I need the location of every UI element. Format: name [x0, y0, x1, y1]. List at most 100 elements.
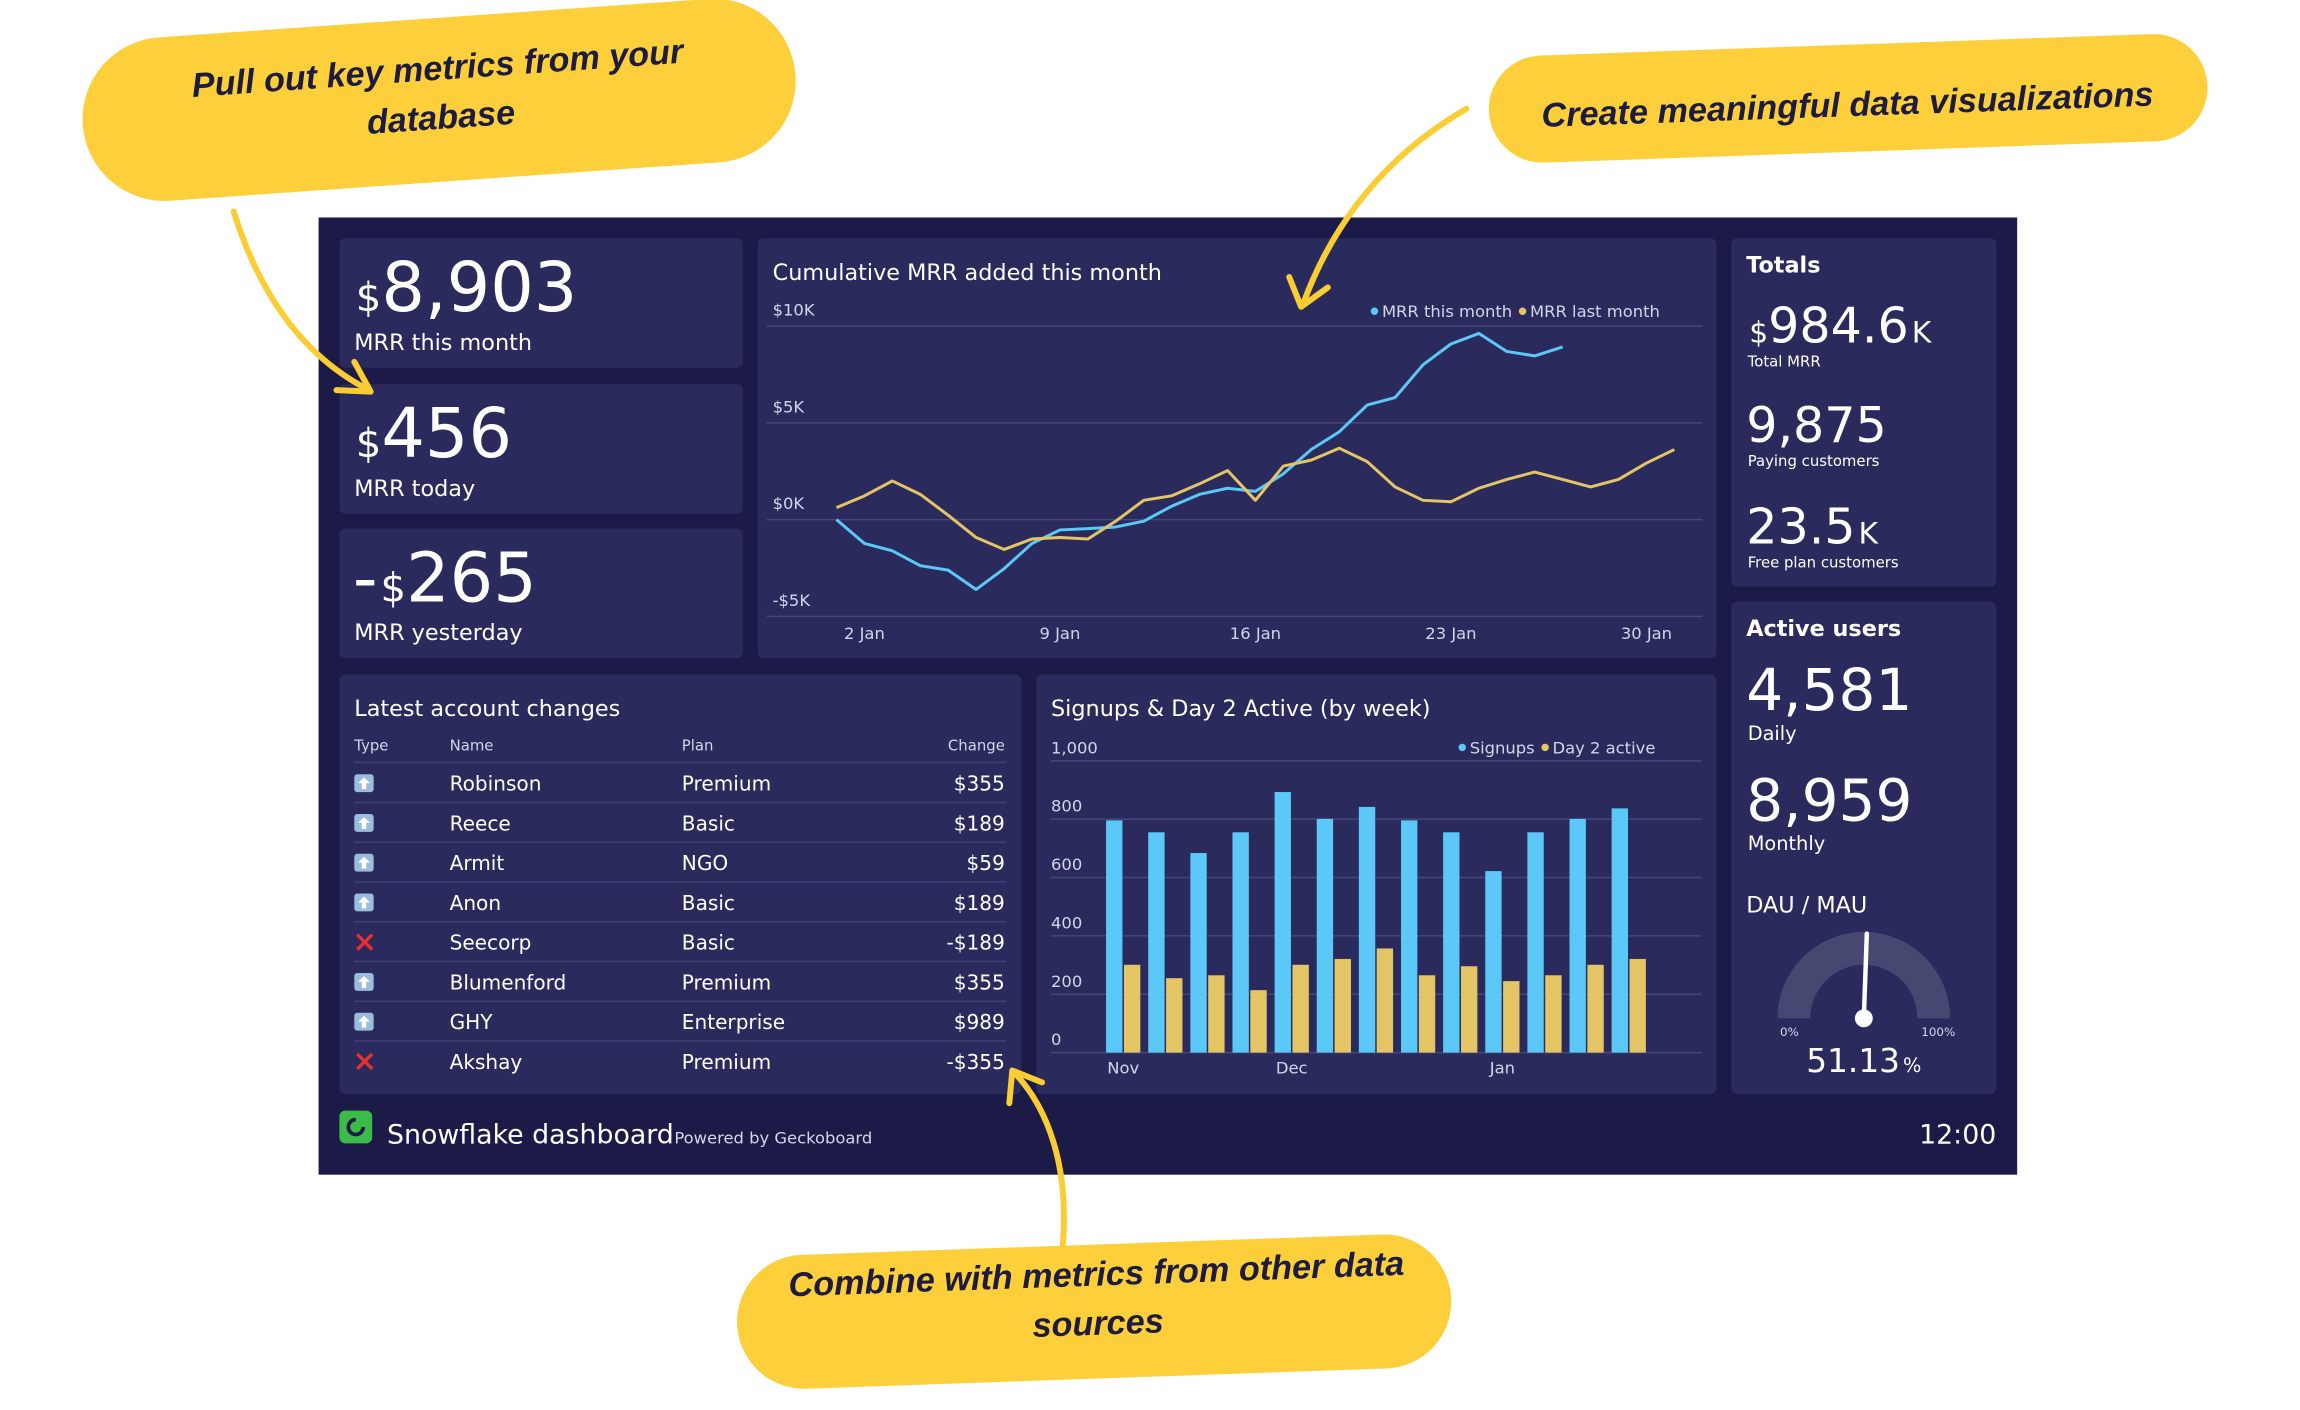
- gauge-title: DAU / MAU: [1746, 893, 1867, 919]
- y-tick-label: 0: [1051, 1030, 1061, 1049]
- cell-change: -$355: [947, 1050, 1005, 1074]
- value-number: 984.6: [1768, 297, 1909, 355]
- value-prefix: $: [356, 421, 382, 467]
- bar: [1190, 853, 1207, 1053]
- value-number: 8,959: [1746, 766, 1912, 834]
- bar: [1123, 964, 1141, 1053]
- cell-change: $59: [967, 851, 1005, 875]
- arrow: [230, 208, 373, 394]
- value-prefix: $: [356, 275, 382, 321]
- card-title: Totals: [1746, 253, 1820, 279]
- legend-swatch: [1458, 743, 1467, 752]
- cell-change: $989: [954, 1010, 1005, 1034]
- gauge-value-unit: %: [1903, 1054, 1921, 1077]
- metric-value: - $265: [353, 539, 537, 619]
- table-title: Latest account changes: [354, 696, 620, 722]
- bar: [1569, 818, 1586, 1053]
- clock: 12:00: [1919, 1119, 1996, 1150]
- value-number: 8,903: [381, 248, 577, 328]
- cell-change: $189: [954, 811, 1005, 835]
- arrow-head: [1286, 274, 1331, 310]
- cell-change: $189: [954, 891, 1005, 915]
- column-header: Change: [948, 736, 1005, 754]
- metric-card: [339, 238, 743, 368]
- bar: [1460, 966, 1478, 1053]
- callout-bubble: [82, 0, 796, 201]
- value-sign: -: [353, 539, 378, 619]
- bar: [1106, 820, 1123, 1053]
- powered-by: Powered by Geckoboard: [674, 1128, 872, 1147]
- x-tick-label: 23 Jan: [1425, 624, 1476, 643]
- metric-label: Free plan customers: [1748, 553, 1899, 571]
- bar: [1316, 818, 1334, 1053]
- metric-value: $456: [356, 394, 512, 474]
- card-title: Active users: [1746, 616, 1901, 642]
- y-tick-label: $5K: [773, 397, 806, 416]
- bar: [1376, 948, 1394, 1053]
- y-tick-label: 200: [1051, 972, 1082, 991]
- metric-label: MRR this month: [354, 330, 532, 356]
- value-suffix: K: [1859, 516, 1880, 551]
- metric-value: 8,959: [1746, 766, 1912, 834]
- bar: [1274, 792, 1291, 1053]
- column-header: Type: [353, 736, 388, 754]
- cell-plan: Basic: [682, 891, 735, 915]
- arrow: [1299, 105, 1470, 309]
- bar: [1232, 832, 1249, 1053]
- cell-plan: Premium: [682, 772, 771, 796]
- logo-icon: [339, 1110, 373, 1144]
- metric-card: [339, 528, 743, 659]
- metric-label: Total MRR: [1747, 352, 1821, 370]
- gauge-hub: [1854, 1009, 1873, 1028]
- cell-plan: Basic: [682, 931, 735, 955]
- dashboard-title: Snowflake dashboard: [387, 1119, 674, 1150]
- bar: [1292, 964, 1309, 1053]
- bar: [1400, 820, 1418, 1053]
- x-tick-label: Dec: [1276, 1058, 1308, 1077]
- type-icon-arrow: [358, 1015, 370, 1028]
- chart-title: Signups & Day 2 Active (by week): [1051, 696, 1431, 722]
- value-prefix: $: [1749, 316, 1768, 351]
- gauge-tick-label: 0%: [1780, 1025, 1799, 1039]
- y-tick-label: $10K: [773, 301, 816, 320]
- bar: [1485, 871, 1502, 1053]
- bar: [1208, 975, 1225, 1053]
- callout-bubble: [737, 1234, 1452, 1389]
- cell-name: Armit: [450, 851, 505, 875]
- value-number: 4,581: [1746, 656, 1912, 724]
- bar: [1545, 975, 1562, 1053]
- legend-label: Day 2 active: [1553, 738, 1656, 757]
- metric-label: MRR yesterday: [354, 620, 522, 646]
- bar: [1611, 808, 1629, 1053]
- metric-label: MRR today: [354, 476, 475, 502]
- y-tick-label: 800: [1051, 797, 1082, 816]
- cell-name: Robinson: [450, 772, 542, 796]
- bar: [1148, 832, 1165, 1053]
- type-icon-cancel: [356, 1052, 374, 1070]
- y-tick-label: 1,000: [1051, 738, 1098, 757]
- type-icon-arrow: [358, 896, 370, 909]
- callout-bubble: [1488, 34, 2208, 163]
- y-tick-label: 400: [1051, 913, 1082, 932]
- cell-name: Akshay: [450, 1050, 523, 1074]
- metric-value: 4,581: [1746, 656, 1912, 724]
- value-prefix: $: [381, 566, 407, 612]
- callout-text: sources: [1032, 1302, 1164, 1345]
- arrow-head: [1006, 1067, 1046, 1107]
- metric-label: Monthly: [1748, 832, 1825, 855]
- column-header: Plan: [682, 736, 714, 754]
- cell-name: Anon: [450, 891, 501, 915]
- bar: [1250, 990, 1267, 1053]
- type-icon-arrow: [358, 777, 370, 790]
- bar: [1503, 981, 1520, 1053]
- gauge-track: [1777, 932, 1951, 1019]
- x-tick-label: 16 Jan: [1230, 624, 1281, 643]
- value-number: 265: [406, 539, 537, 619]
- x-tick-label: 9 Jan: [1040, 624, 1081, 643]
- legend-swatch: [1370, 307, 1379, 315]
- bar: [1358, 806, 1376, 1053]
- cell-plan: Basic: [682, 811, 735, 835]
- gauge-value-number: 51.13: [1806, 1042, 1900, 1080]
